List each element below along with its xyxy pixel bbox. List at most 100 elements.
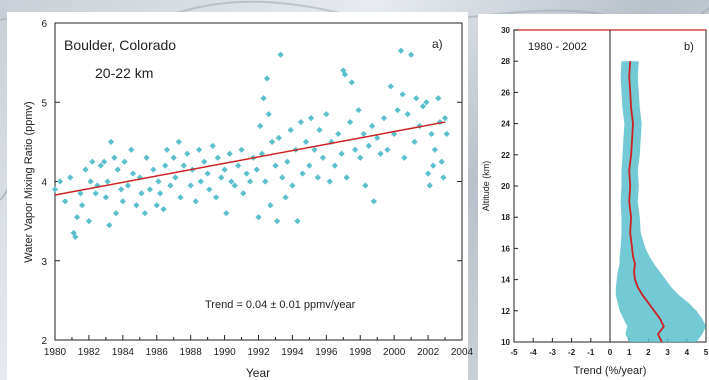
data-point — [319, 154, 327, 161]
data-point — [235, 162, 242, 169]
data-point — [357, 154, 364, 161]
data-point — [141, 210, 148, 217]
data-point — [106, 221, 113, 229]
data-point — [153, 202, 160, 209]
data-point — [343, 174, 350, 181]
x-tick-label-b: 5 — [704, 348, 709, 357]
x-tick-label: 2004 — [451, 347, 474, 358]
data-point — [212, 194, 220, 201]
uncertainty-band — [615, 61, 706, 342]
data-point — [180, 162, 187, 169]
y-tick-label-b: 28 — [501, 57, 510, 66]
data-point — [314, 174, 321, 181]
data-point — [255, 214, 262, 221]
data-point — [128, 146, 135, 153]
x-tick-label-b: 4 — [685, 348, 690, 357]
data-point — [196, 146, 203, 153]
y-axis-title: Water Vapor Mixing Ratio (ppmv) — [23, 101, 35, 262]
x-tick-label: 1992 — [247, 347, 270, 358]
data-point — [175, 138, 182, 145]
y-tick-label-b: 24 — [501, 120, 510, 129]
x-tick-label-b: 1 — [627, 348, 632, 357]
data-point — [119, 198, 126, 205]
panel-a-axis-ticks: 1980 1982 1984 1986 1988 1990 1992 1994 1996 1998… — [41, 19, 473, 358]
data-point — [253, 166, 260, 173]
data-point — [275, 134, 282, 142]
data-point — [118, 186, 125, 193]
data-point — [124, 182, 132, 189]
y-tick-label-b: 30 — [501, 26, 510, 35]
data-point — [197, 178, 204, 185]
y-tick-label: 4 — [41, 178, 47, 189]
data-point — [79, 202, 86, 209]
data-point — [97, 162, 104, 169]
x-tick-label: 2000 — [383, 347, 406, 358]
altitude-range-label: 20-22 km — [95, 65, 153, 81]
data-point — [401, 154, 408, 161]
data-point — [192, 198, 199, 205]
data-point — [133, 202, 140, 209]
x-tick-label-b: -4 — [530, 348, 538, 357]
period-label: 1980 - 2002 — [528, 41, 587, 53]
data-point — [92, 190, 99, 197]
data-point — [282, 194, 289, 201]
y-tick-label: 2 — [41, 336, 47, 347]
x-tick-label: 1990 — [213, 347, 236, 358]
x-tick-label-b: 0 — [608, 348, 613, 357]
y-tick-label-b: 18 — [501, 213, 510, 222]
y-tick-label-b: 20 — [501, 182, 510, 191]
data-point — [157, 190, 164, 197]
panel-b-label: b) — [684, 41, 694, 53]
data-point — [246, 178, 254, 185]
x-tick-label: 1986 — [146, 347, 169, 358]
y-tick-label-b: 10 — [501, 338, 510, 347]
data-point — [231, 182, 238, 189]
panel-a-label: a) — [432, 37, 443, 51]
data-point — [206, 186, 213, 193]
y-tick-label-b: 14 — [501, 276, 510, 285]
x-tick-label: 1994 — [281, 347, 304, 358]
data-point — [56, 178, 64, 185]
location-label: Boulder, Colorado — [64, 37, 176, 53]
data-point — [243, 170, 250, 177]
x-tick-label-b: -2 — [568, 348, 576, 357]
x-tick-label: 1998 — [349, 347, 372, 358]
panel-a-plot-frame — [54, 22, 463, 341]
data-point — [82, 166, 89, 173]
x-tick-label: 2002 — [417, 347, 440, 358]
data-point — [440, 174, 447, 181]
y-tick-label-b: 16 — [501, 244, 510, 253]
data-point — [184, 150, 191, 157]
x-tick-label-b: 2 — [646, 348, 651, 357]
data-point — [146, 186, 154, 193]
data-point — [204, 170, 211, 177]
x-tick-label-b: -3 — [549, 348, 557, 357]
data-point — [62, 198, 69, 205]
data-point — [150, 166, 157, 173]
data-point — [209, 142, 216, 149]
y-axis-title-b: Altitude (km) — [481, 161, 491, 212]
data-point — [240, 190, 247, 197]
data-point — [114, 166, 121, 173]
x-axis-title: Year — [246, 366, 270, 380]
y-tick-label-b: 12 — [501, 307, 510, 316]
data-point — [112, 210, 120, 217]
data-point — [155, 178, 162, 185]
data-point — [374, 134, 381, 142]
trend-profile-line — [628, 61, 665, 343]
data-point — [167, 182, 174, 189]
chart-panel-a: 1980 1982 1984 1986 1988 1990 1992 1994 1996 1998… — [7, 12, 474, 380]
x-tick-label: 1980 — [44, 347, 67, 358]
data-point — [101, 158, 108, 165]
data-point — [104, 178, 111, 185]
trend-annotation: Trend = 0.04 ± 0.01 ppmv/year — [205, 299, 356, 311]
data-point — [121, 158, 128, 165]
data-point — [89, 158, 96, 165]
data-point — [87, 178, 94, 185]
data-point — [226, 150, 233, 157]
y-tick-label-b: 22 — [501, 151, 510, 160]
x-tick-label: 1988 — [180, 347, 203, 358]
data-point — [163, 146, 171, 153]
data-point — [129, 170, 137, 177]
